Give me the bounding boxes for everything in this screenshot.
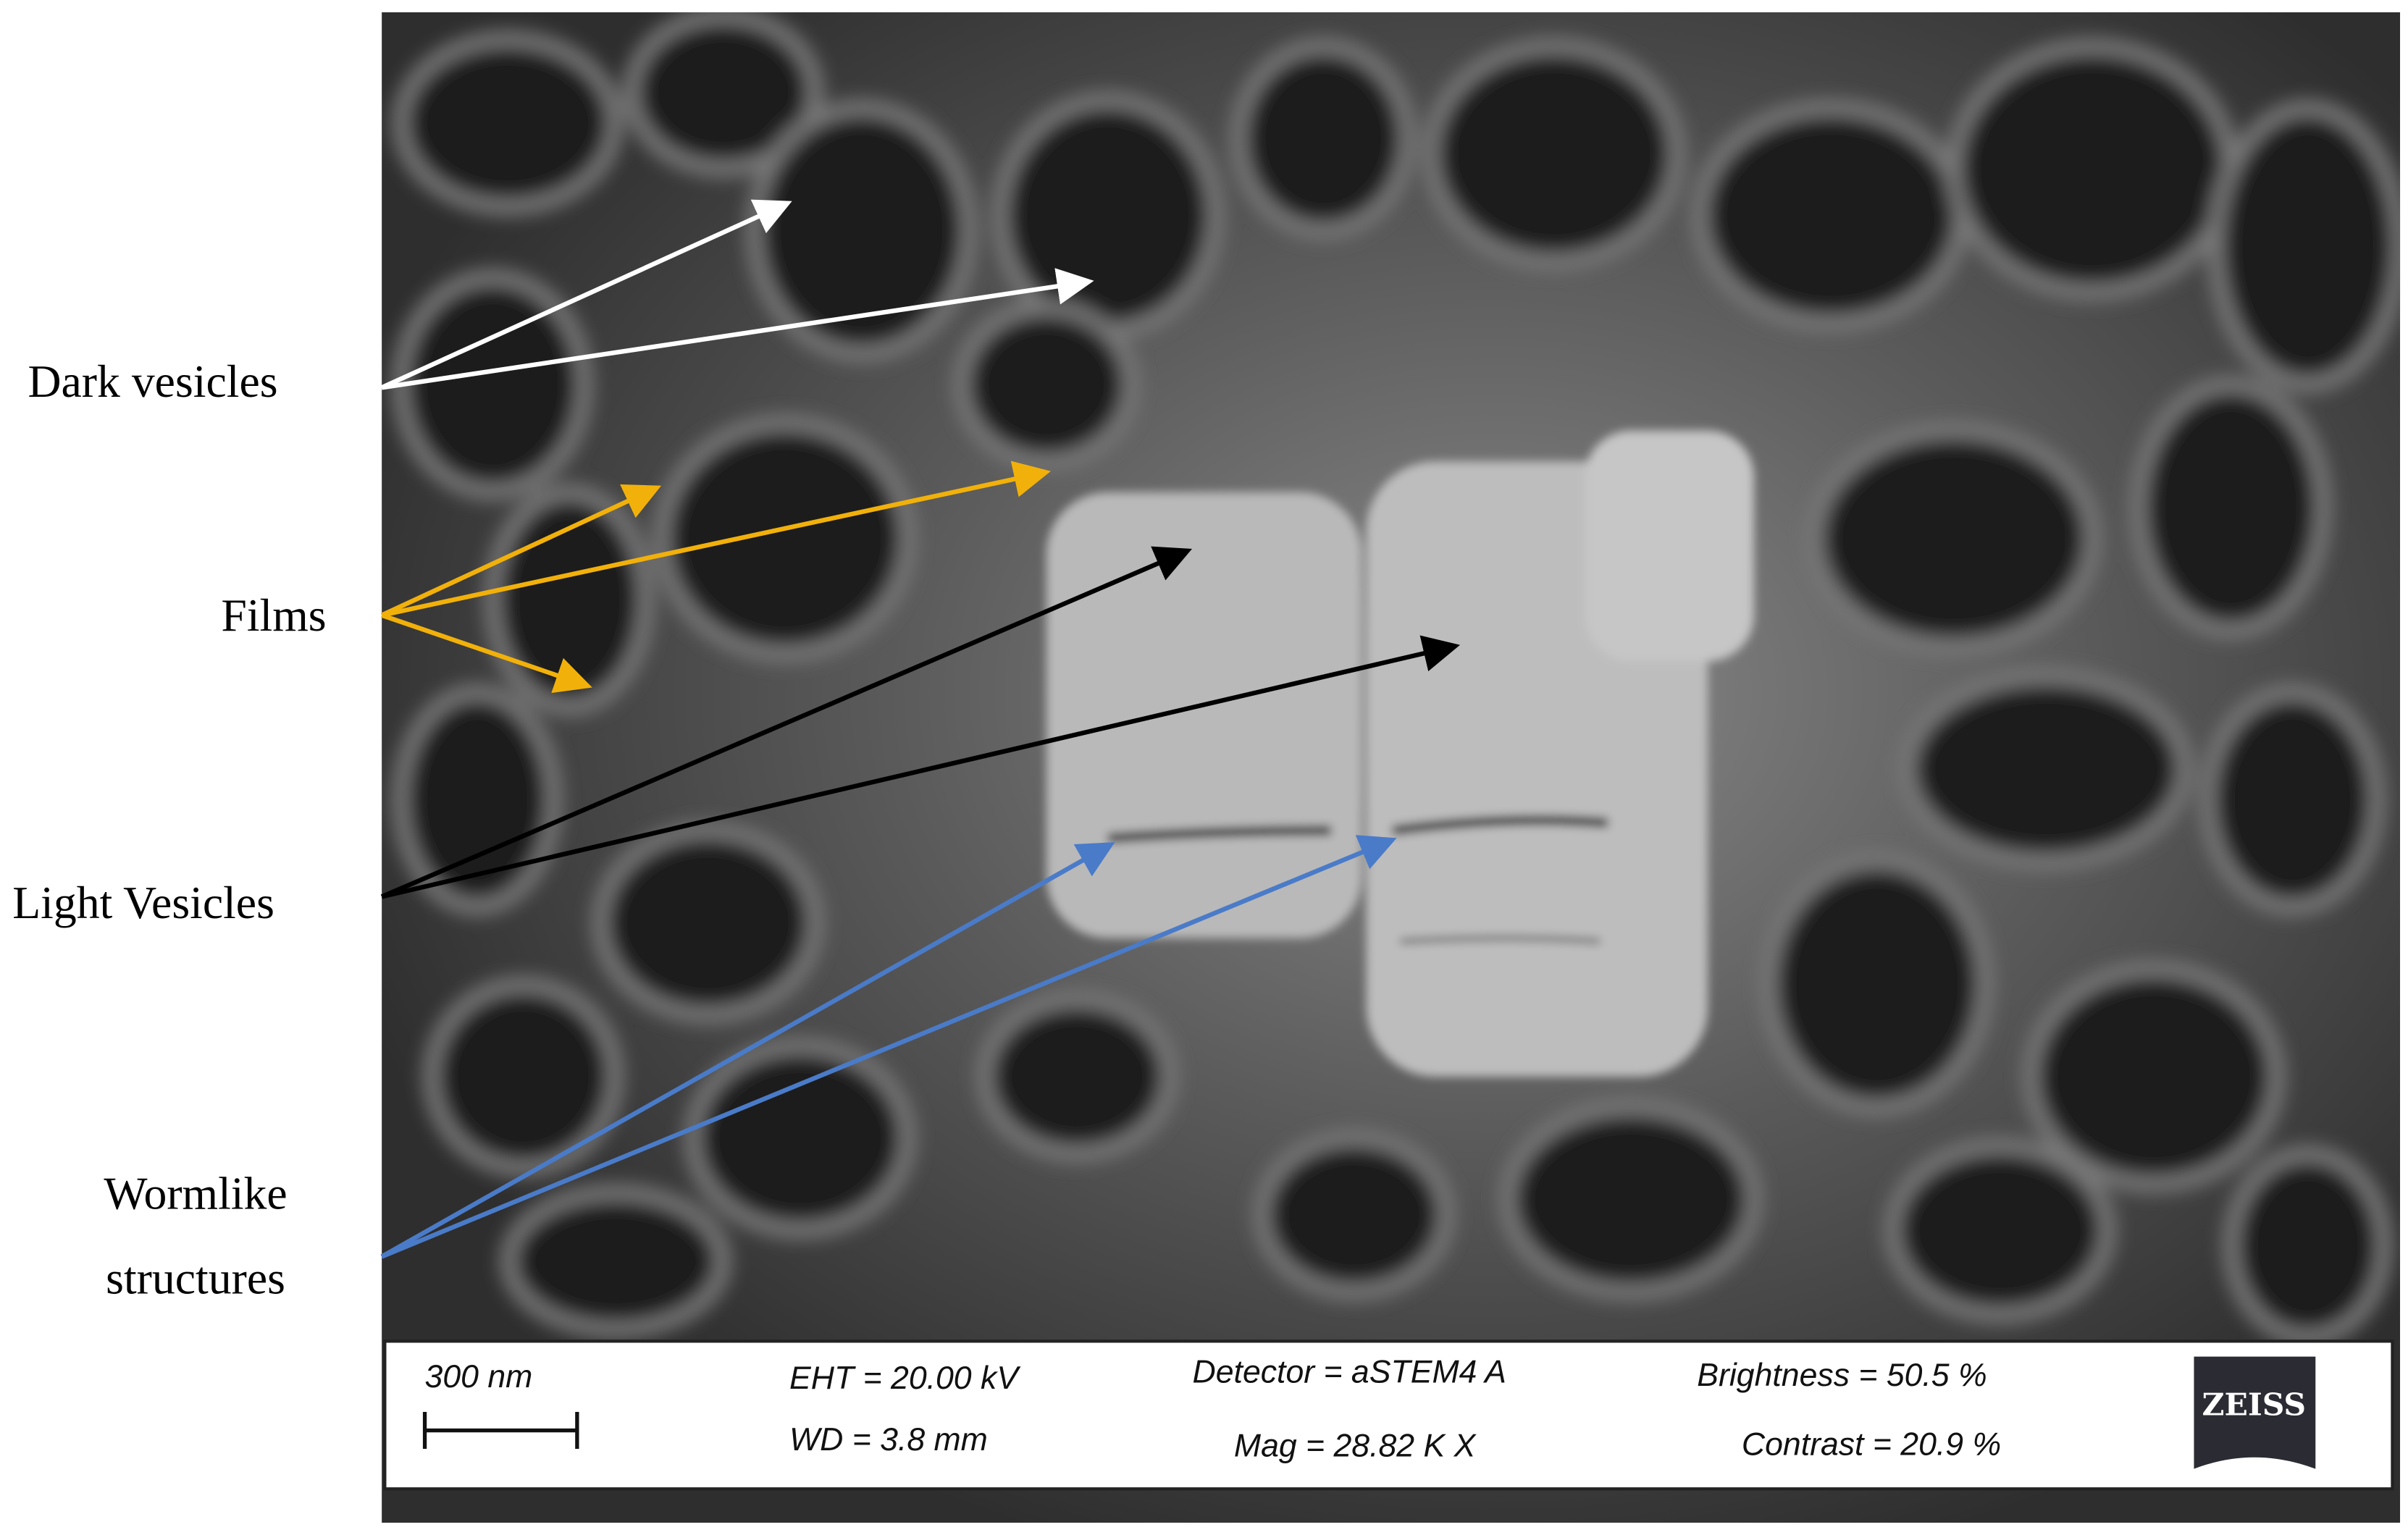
arrow-light xyxy=(381,635,1461,899)
arrow-film xyxy=(381,460,1051,618)
info-bar: 300 nm EHT = 20.00 kV WD = 3.8 mm Detect… xyxy=(383,1340,2394,1491)
scale-label: 300 nm xyxy=(425,1359,533,1395)
scale-bar xyxy=(422,1412,579,1450)
arrow-worm xyxy=(380,835,1397,1259)
logo-text: ZEISS xyxy=(2202,1387,2306,1423)
info-text: EHT = 20.00 kV xyxy=(789,1361,1021,1396)
arrow-dark xyxy=(381,268,1094,390)
label: structures xyxy=(106,1252,285,1303)
logo xyxy=(2194,1356,2316,1469)
info-text: Detector = aSTEM4 A xyxy=(1193,1355,1506,1390)
arrow-film xyxy=(380,484,662,618)
info-text: Contrast = 20.9 % xyxy=(1742,1427,2001,1463)
info-text: WD = 3.8 mm xyxy=(789,1422,988,1458)
label: Films xyxy=(221,589,326,641)
arrows xyxy=(380,199,1461,1259)
arrow-light xyxy=(380,546,1193,899)
info-text: Mag = 28.82 K X xyxy=(1234,1429,1477,1464)
label: Wormlike xyxy=(104,1168,287,1219)
label: Light Vesicles xyxy=(12,877,274,928)
label: Dark vesicles xyxy=(28,356,278,407)
arrow-dark xyxy=(380,199,792,390)
light-vesicle-shapes xyxy=(1046,430,1754,1077)
arrow-worm xyxy=(380,842,1115,1259)
arrow-film xyxy=(381,613,592,694)
micrograph xyxy=(382,12,2401,1523)
info-text: Brightness = 50.5 % xyxy=(1697,1358,1987,1393)
